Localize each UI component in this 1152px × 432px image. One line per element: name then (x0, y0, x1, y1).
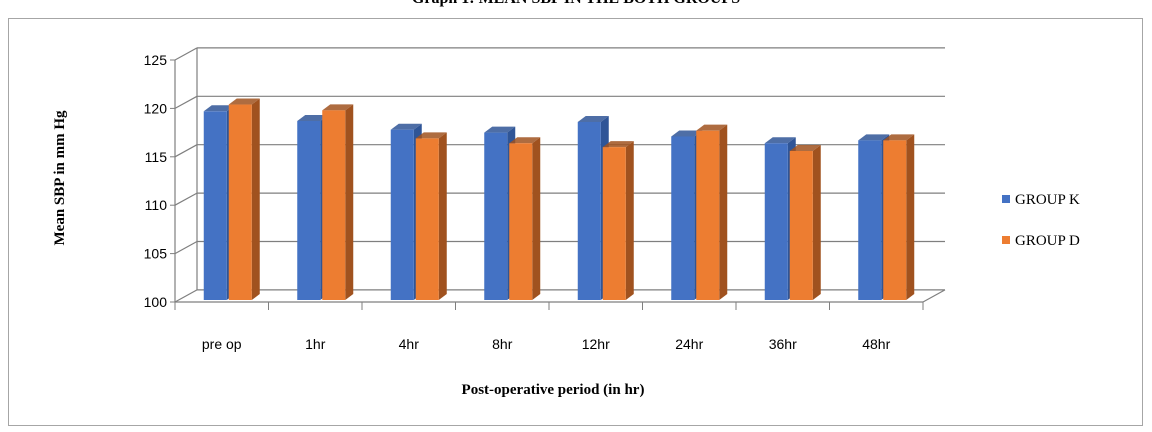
bar-side (251, 98, 260, 300)
bar-front (415, 138, 439, 300)
bar-top (764, 137, 796, 144)
gridline-side (174, 289, 198, 303)
x-tick-label: 4hr (399, 336, 420, 352)
bar-side (438, 132, 447, 300)
bar-front (858, 140, 882, 300)
chart-title: Graph 1: MEAN SBP IN THE BOTH GROUPS (0, 0, 1152, 8)
bar-top (322, 104, 354, 111)
legend-label: GROUP K (1015, 192, 1080, 208)
bar-group-d (696, 124, 728, 300)
x-axis-label: Post-operative period (in hr) (462, 382, 645, 398)
bar-front (577, 121, 601, 301)
y-tick-label: 105 (144, 246, 168, 262)
gridline-side (174, 192, 198, 206)
bar-front (602, 147, 626, 300)
y-tick-label: 120 (144, 100, 168, 116)
bar-side (532, 137, 541, 300)
bar-front (764, 143, 788, 300)
bar-top (297, 114, 329, 121)
bar-top (203, 105, 235, 112)
legend-item: GROUP K (1002, 192, 1080, 208)
bar-front (297, 120, 321, 300)
bar-front (322, 110, 346, 300)
bar-group-d (789, 144, 821, 300)
bar-side (812, 144, 821, 300)
x-tick-label: 1hr (305, 336, 326, 352)
gridline-side (174, 47, 198, 61)
legend-label: GROUP D (1015, 233, 1080, 249)
bar-group-d (509, 137, 541, 300)
legend-swatch (1002, 195, 1010, 203)
bar-top (602, 141, 634, 148)
bar-top (415, 132, 447, 139)
axes (170, 59, 946, 310)
bar-front (509, 143, 533, 300)
bar-top (484, 126, 516, 133)
gridlines (174, 47, 945, 303)
bar-front (484, 132, 508, 300)
bar-top (671, 130, 703, 137)
bar-top (390, 123, 422, 130)
gridline-side (174, 144, 198, 158)
gridline-side (174, 95, 198, 109)
bar-top (858, 134, 890, 141)
bar-top (509, 137, 541, 144)
bar-top (577, 115, 609, 122)
bar-group-d (322, 104, 354, 300)
bar-top (696, 124, 728, 131)
x-tick-label: 36hr (769, 336, 797, 352)
bar-top (228, 98, 260, 105)
y-axis-label: Mean SBP in mm Hg (52, 110, 68, 246)
bar-group-d (602, 141, 634, 300)
legend-item: GROUP D (1002, 233, 1080, 249)
bar-group-d (883, 134, 915, 300)
x-tick-label: 48hr (862, 336, 890, 352)
y-tick-label: 100 (144, 294, 168, 310)
bar-side (625, 141, 634, 300)
bar-front (696, 130, 720, 300)
bar-front (390, 129, 414, 300)
bar-front (789, 150, 813, 300)
bar-top (883, 134, 915, 141)
bar-front (228, 104, 252, 300)
bar-group-d (415, 132, 447, 300)
x-tick-label: 8hr (492, 336, 513, 352)
legend: GROUP K GROUP D (1002, 192, 1080, 249)
bar-front (883, 140, 907, 300)
bar-group-d (228, 98, 260, 300)
legend-swatch (1002, 236, 1010, 244)
y-tick-label: 125 (144, 52, 168, 68)
bars (203, 98, 915, 301)
bar-front (671, 136, 695, 300)
bar-side (906, 134, 915, 300)
bar-top (789, 144, 821, 151)
bar-side (345, 104, 354, 300)
tick-labels: 100 105 110 115 120 125 pre op 1hr 4hr 8hr 12hr 24h… (144, 52, 891, 352)
bar-side (719, 124, 728, 300)
y-tick-label: 110 (145, 197, 168, 213)
y-tick-label: 115 (145, 149, 168, 165)
x-tick-label: 12hr (582, 336, 610, 352)
gridline-side (174, 240, 198, 255)
bar-front (203, 111, 227, 300)
floor-edge (922, 289, 946, 303)
x-tick-label: 24hr (675, 336, 703, 352)
x-tick-label: pre op (202, 336, 242, 352)
